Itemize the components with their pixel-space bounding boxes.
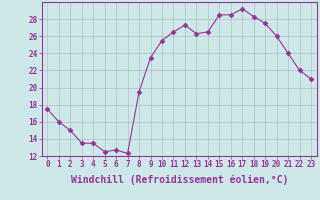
X-axis label: Windchill (Refroidissement éolien,°C): Windchill (Refroidissement éolien,°C) (70, 175, 288, 185)
